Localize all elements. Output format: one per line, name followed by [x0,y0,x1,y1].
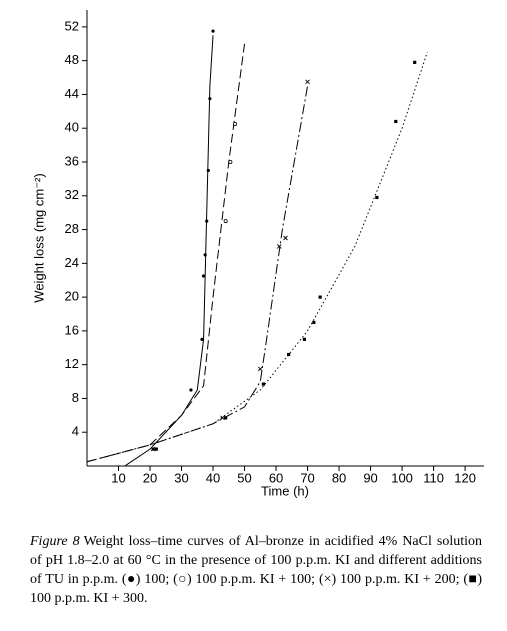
marker [205,219,209,223]
marker [206,168,210,173]
marker [233,122,238,127]
x-tick-label: 20 [143,470,157,485]
marker [413,60,417,64]
x-tick-label: 80 [332,470,346,485]
marker [220,415,225,421]
x-tick-label: 120 [454,470,476,485]
marker [201,274,206,278]
x-tick-label: 60 [269,470,283,485]
line [86,43,246,463]
y-tick-label: 44 [65,86,79,101]
marker [375,195,379,200]
marker [257,366,263,372]
x-axis-label: Time (h) [261,483,309,498]
y-tick-label: 16 [65,322,79,337]
x-tick-label: 10 [111,470,125,485]
caption-text: Weight loss–time curves of Al–bronze in … [30,534,482,606]
y-tick-label: 8 [72,390,79,405]
y-tick-label: 40 [65,120,79,135]
caption: Figure 8 Weight loss–time curves of Al–br… [30,532,482,608]
marker [305,79,310,85]
x-tick-label: 50 [237,470,251,485]
x-tick-label: 30 [174,470,188,485]
y-tick-label: 20 [65,289,79,304]
line [149,52,428,446]
marker [189,388,193,392]
marker [203,253,207,257]
line [124,35,214,467]
x-tick-label: 90 [363,470,377,485]
marker [261,382,266,386]
caption-label: Figure 8 [30,534,80,549]
chart: Time (h) Weight loss (mg cm⁻²) 10 20 30 40 5… [31,10,484,498]
y-tick-label: 28 [65,221,79,236]
marker [154,447,158,451]
y-tick-label: 52 [65,18,79,33]
y-tick-label: 4 [72,424,79,439]
marker [200,337,204,341]
marker [302,337,307,341]
x-tick-label: 40 [206,470,220,485]
y-axis-label: Weight loss (mg cm⁻²) [31,173,46,302]
marker [223,219,228,224]
marker [394,119,398,124]
y-tick-label: 48 [65,52,79,67]
y-tick-label: 32 [65,187,79,202]
x-tick-label: 70 [300,470,314,485]
y-tick-label: 36 [65,153,79,168]
marker [318,295,322,299]
marker [224,416,228,420]
marker [276,244,282,249]
marker [312,320,316,325]
x-tick-label: 110 [423,470,444,485]
marker [228,159,233,164]
line [86,85,309,463]
x-tick-label: 100 [391,470,413,485]
marker [150,446,156,452]
marker [208,97,212,101]
y-tick-label: 12 [65,356,79,371]
marker [211,29,215,33]
marker [287,352,291,357]
y-tick-label: 24 [65,255,79,270]
marker [283,235,288,241]
